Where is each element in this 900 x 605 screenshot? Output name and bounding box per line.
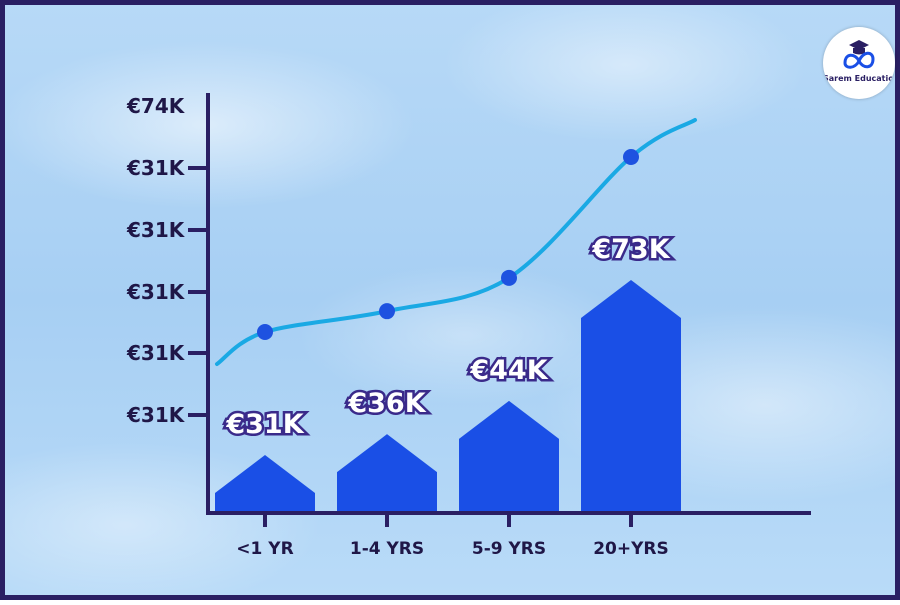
trend-point-0 bbox=[257, 324, 273, 340]
trend-point-1 bbox=[379, 303, 395, 320]
trend-markers-group bbox=[257, 149, 639, 340]
brand-logo: Sarem Education bbox=[823, 27, 895, 99]
data-label-3: €73K bbox=[591, 234, 670, 265]
y-tick-label-0: €31K bbox=[126, 403, 186, 427]
bar-3 bbox=[581, 280, 681, 511]
x-tick-label-0: <1 YR bbox=[236, 539, 293, 559]
trend-point-3 bbox=[623, 149, 639, 165]
y-tick-label-5: €74K bbox=[126, 94, 186, 118]
bars-group bbox=[215, 280, 681, 511]
data-label-1: €36K bbox=[347, 388, 426, 419]
x-tick-label-3: 20+YRS bbox=[593, 539, 669, 559]
trend-point-2 bbox=[501, 269, 517, 286]
brand-name: Sarem Education bbox=[823, 74, 895, 83]
y-tick-label-2: €31K bbox=[126, 280, 186, 304]
y-ticks-group: €31K €31K €31K €31K €31K €74K bbox=[126, 94, 208, 427]
x-tick-label-1: 1-4 YRS bbox=[350, 539, 424, 559]
data-label-2: €44K bbox=[469, 355, 548, 386]
bar-1 bbox=[337, 434, 437, 511]
bar-2 bbox=[459, 400, 559, 511]
y-tick-label-1: €31K bbox=[126, 341, 186, 365]
x-ticks-group: <1 YR 1-4 YRS 5-9 YRS 20+YRS bbox=[236, 513, 669, 559]
graduation-cap-icon bbox=[843, 40, 875, 69]
salary-chart: €31K €36K €44K €73K €31K €31K €31K €31K €31K €74… bbox=[126, 93, 811, 559]
bar-0 bbox=[215, 455, 315, 511]
x-tick-label-2: 5-9 YRS bbox=[472, 539, 546, 559]
y-tick-label-3: €31K bbox=[126, 218, 186, 242]
data-labels-group: €31K €36K €44K €73K bbox=[223, 232, 673, 443]
y-tick-label-4: €31K bbox=[126, 156, 186, 180]
data-label-0: €31K bbox=[225, 409, 304, 440]
